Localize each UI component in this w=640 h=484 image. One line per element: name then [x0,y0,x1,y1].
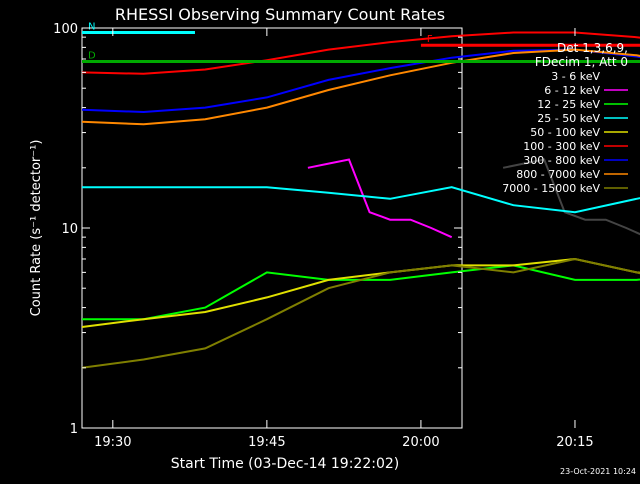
series-line-0 [502,158,640,236]
flag-label-0: N [88,21,95,32]
legend: Det 1,3,6,9, FDecim 1, Att 0 3 - 6 keV6 … [502,41,628,195]
flag-label-2: F [427,34,433,45]
series-line-8 [81,257,640,369]
y-axis-label: Count Rate (s⁻¹ detector⁻¹) [29,140,44,317]
legend-label-6: 300 - 800 keV [523,154,600,167]
series-line-7 [81,48,640,126]
legend-label-8: 7000 - 15000 keV [502,182,600,195]
series-line-2 [82,264,640,321]
timestamp: 23-Oct-2021 10:24 [560,467,636,476]
x-tick-label-3: 20:15 [556,435,593,450]
series-line-3 [82,186,640,214]
legend-label-2: 12 - 25 keV [537,98,600,111]
x-tick-label-0: 19:30 [94,435,131,450]
legend-label-1: 6 - 12 keV [544,84,600,97]
x-tick-label-1: 19:45 [248,435,285,450]
legend-label-7: 800 - 7000 keV [516,168,600,181]
y-tick-label-2: 100 [53,22,78,37]
legend-header-line-1: Det 1,3,6,9, [557,41,628,55]
legend-label-4: 50 - 100 keV [530,126,600,139]
legend-label-0: 3 - 6 keV [551,70,600,83]
legend-label-3: 25 - 50 keV [537,112,600,125]
y-axis: 1 10 100 [53,22,462,437]
plot-area: NFD 19:3019:4520:0020:1520:3020:4521:00 … [53,21,640,450]
y-tick-label-1: 10 [61,222,78,237]
y-tick-label-0: 1 [70,422,78,437]
series-line-1 [307,158,453,239]
x-axis-label: Start Time (03-Dec-14 19:22:02) [171,456,399,472]
legend-header-line-2: FDecim 1, Att 0 [535,55,628,69]
flag-label-3: D [88,50,96,61]
legend-label-5: 100 - 300 keV [523,140,600,153]
flag-layer: N F D [82,21,640,63]
chart-title: RHESSI Observing Summary Count Rates [115,5,445,24]
x-tick-label-2: 20:00 [402,435,439,450]
